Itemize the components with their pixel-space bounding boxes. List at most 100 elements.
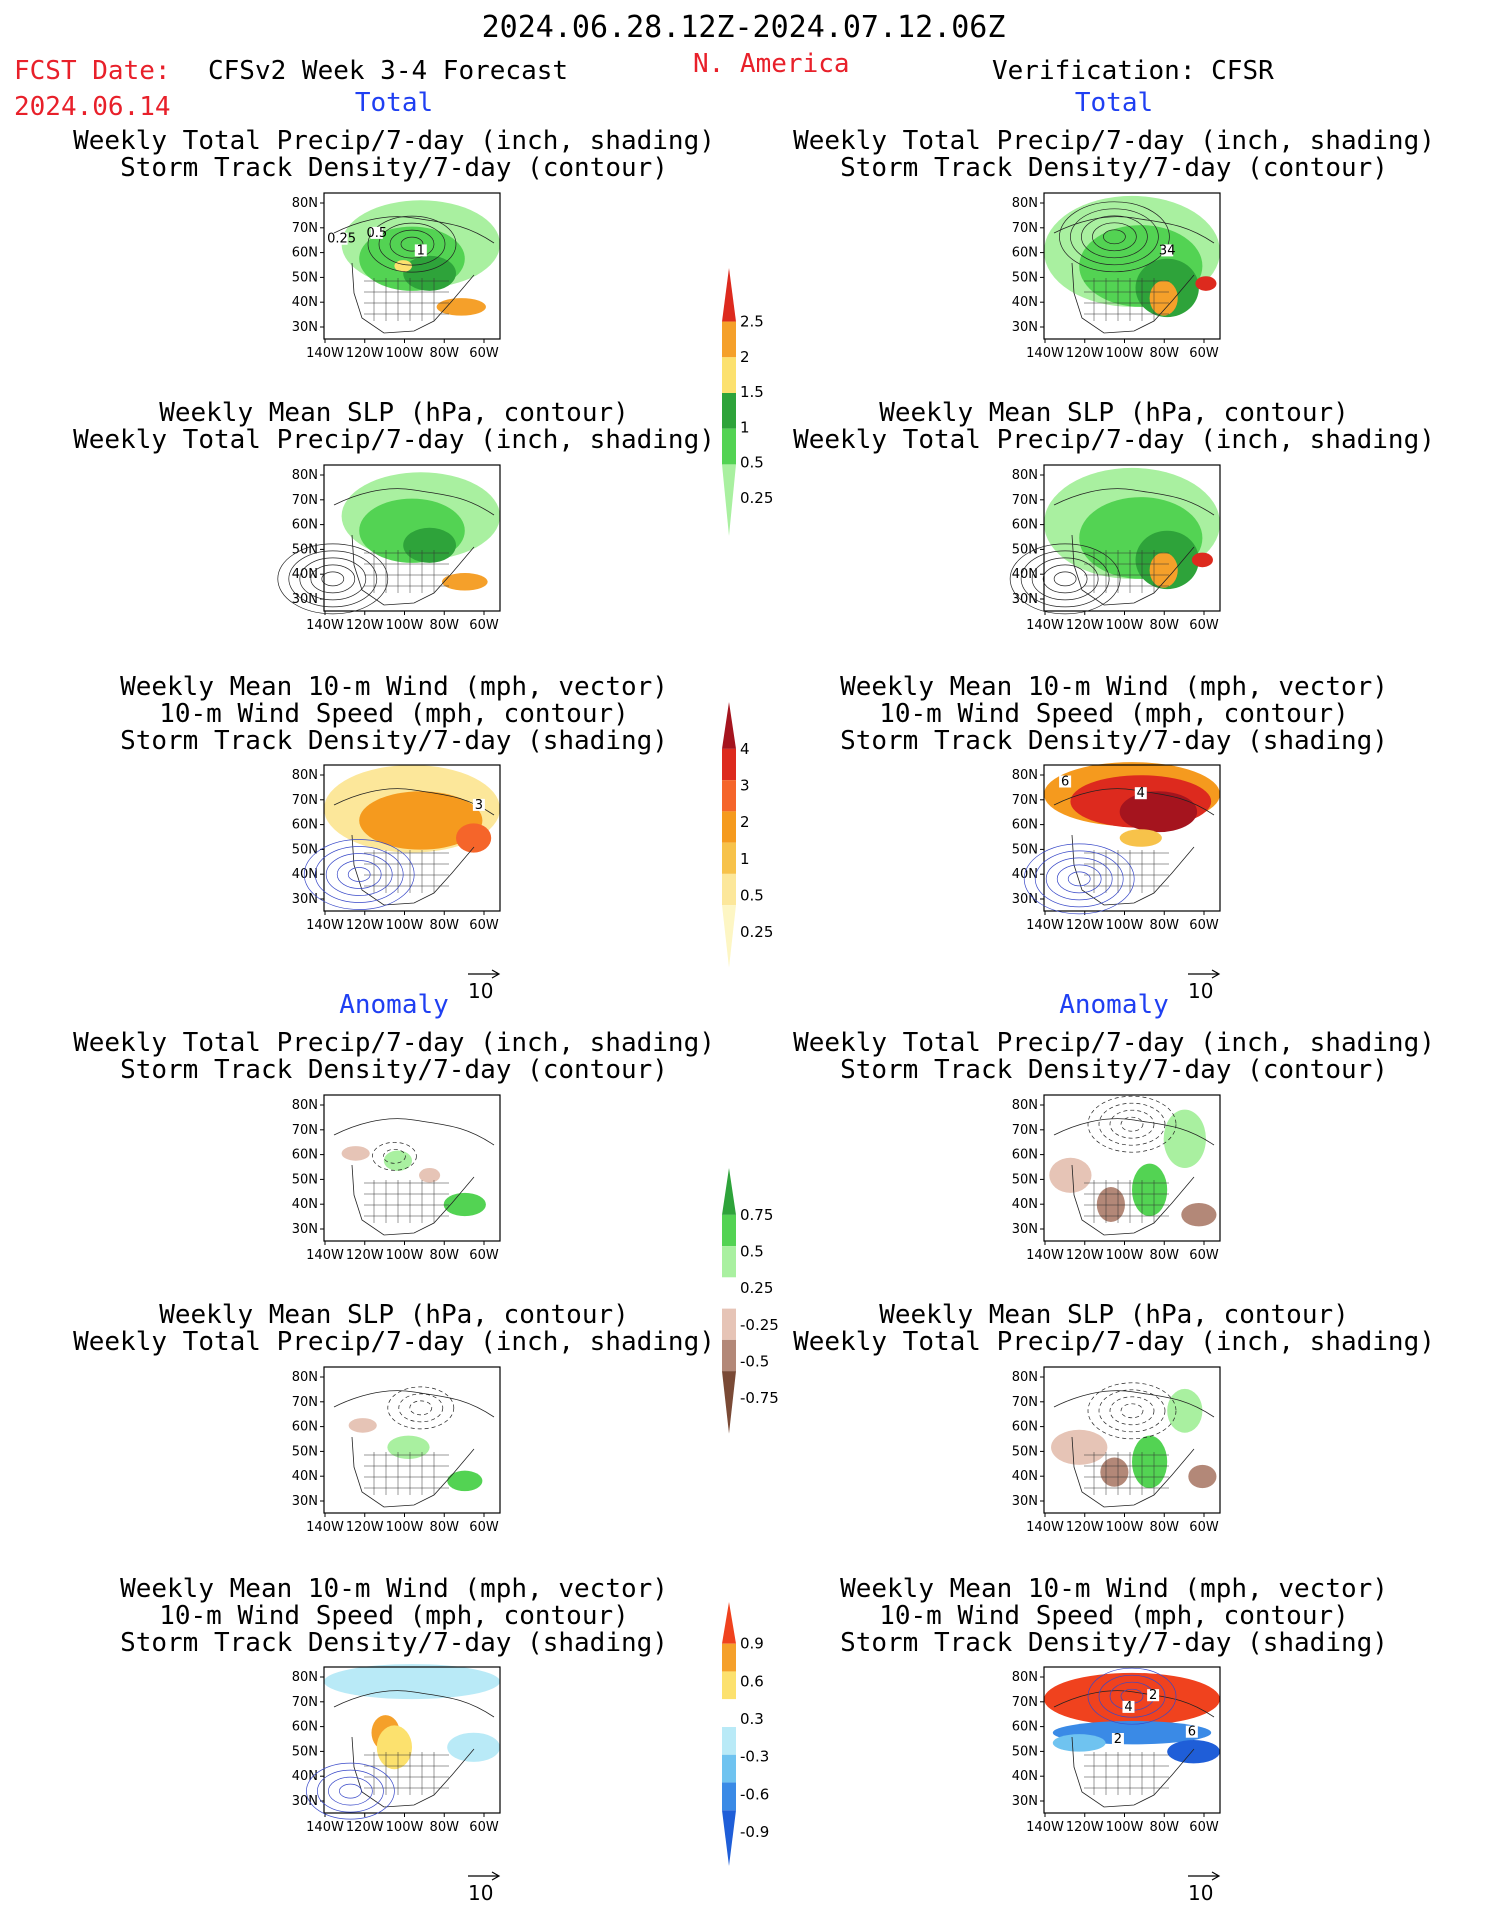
lat-tick-label: 40N <box>292 1197 318 1212</box>
colorbar-swatch <box>722 321 736 358</box>
lat-tick-label: 60N <box>292 1420 318 1435</box>
contour-label: 0.5 <box>366 226 387 241</box>
map-verif-total-slp: 80N 70N 60N 50N 40N 30N 140W 120W 100W 80W 60W <box>1009 464 1221 633</box>
contour-label: 4 <box>1137 786 1145 801</box>
colorbar-label: 0.5 <box>740 454 764 472</box>
lon-tick-label: 80W <box>1150 1520 1180 1535</box>
lat-tick-label: 30N <box>292 1794 318 1809</box>
colorbar-label: -0.5 <box>740 1352 769 1370</box>
colorbar-label: -0.6 <box>740 1785 769 1803</box>
lat-tick-label: 70N <box>1012 493 1038 508</box>
title-verif-total-precip: Weekly Total Precip/7-day (inch, shading… <box>793 126 1435 183</box>
lat-tick-label: 30N <box>1012 1494 1038 1509</box>
lon-tick-label: 100W <box>1106 346 1144 361</box>
vector-reference-label: 10 <box>1188 979 1213 1003</box>
vector-reference-fcst-total: 10 <box>468 969 501 1003</box>
title-fcst-total-slp: Weekly Mean SLP (hPa, contour) Weekly Tot… <box>73 398 715 455</box>
colorbar-swatch <box>722 357 736 393</box>
lon-tick-label: 80W <box>430 918 460 933</box>
colorbar-swatch <box>722 1339 736 1372</box>
lon-tick-label: 140W <box>1026 918 1064 933</box>
lon-tick-label: 100W <box>1106 1248 1144 1263</box>
lon-tick-label: 60W <box>469 918 499 933</box>
lat-tick-label: 60N <box>1012 1420 1038 1435</box>
lat-tick-label: 70N <box>1012 1395 1038 1410</box>
lon-tick-label: 60W <box>469 618 499 633</box>
lon-tick-label: 120W <box>1066 918 1104 933</box>
lon-tick-label: 80W <box>430 1820 460 1835</box>
contour-label: 2 <box>1149 1688 1157 1703</box>
lat-tick-label: 60N <box>1012 246 1038 261</box>
vector-reference-label: 10 <box>468 1881 493 1905</box>
colorbar-label: 0.6 <box>740 1672 764 1690</box>
colorbar-swatch <box>722 393 736 429</box>
map-verif-anom-slp: 80N 70N 60N 50N 40N 30N 140W 120W 100W 80W 60W <box>1012 1366 1221 1535</box>
colorbar-swatch <box>722 1214 736 1247</box>
lat-tick-label: 80N <box>292 196 318 211</box>
colorbar-label: -0.75 <box>740 1389 779 1407</box>
lat-tick-label: 30N <box>292 320 318 335</box>
colorbar-label: 1 <box>740 418 750 436</box>
title-verif-total-slp: Weekly Mean SLP (hPa, contour) Weekly Tot… <box>793 398 1435 455</box>
model-title: CFSv2 Week 3-4 Forecast <box>208 56 569 86</box>
lon-tick-label: 80W <box>1150 1820 1180 1835</box>
lat-tick-label: 80N <box>1012 1370 1038 1385</box>
title-verif-anom-wind: Weekly Mean 10-m Wind (mph, vector) 10-m … <box>840 1574 1388 1658</box>
lon-tick-label: 140W <box>1026 1248 1064 1263</box>
lon-tick-label: 60W <box>1189 1248 1219 1263</box>
colorbar-storm-density-anomaly: 0.9 0.6 0.3 -0.3 -0.6 -0.9 <box>722 1602 769 1866</box>
lon-tick-label: 120W <box>1066 346 1104 361</box>
colorbar-swatch <box>722 428 736 465</box>
lat-tick-label: 60N <box>1012 818 1038 833</box>
lat-tick-label: 30N <box>1012 320 1038 335</box>
lon-tick-label: 100W <box>386 1248 424 1263</box>
vector-reference-label: 10 <box>1188 1881 1213 1905</box>
colorbar-label: 3 <box>740 777 750 795</box>
colorbar-label: 4 <box>740 740 750 758</box>
vector-reference-verif-total: 10 <box>1188 969 1221 1003</box>
lat-tick-label: 70N <box>1012 221 1038 236</box>
title-fcst-total-wind: Weekly Mean 10-m Wind (mph, vector) 10-m … <box>120 672 668 756</box>
title-fcst-anom-precip: Weekly Total Precip/7-day (inch, shading… <box>73 1028 715 1085</box>
map-fcst-total-wind: 80N 70N 60N 50N 40N 30N 140W 120W 100W 80W 60W 3 <box>292 764 501 933</box>
colorbar-swatch <box>722 811 736 843</box>
lat-tick-label: 50N <box>292 1172 318 1187</box>
lat-tick-label: 60N <box>292 1148 318 1163</box>
lat-tick-label: 50N <box>1012 842 1038 857</box>
lon-tick-label: 120W <box>346 918 384 933</box>
lat-tick-label: 70N <box>292 493 318 508</box>
vector-reference-label: 10 <box>468 979 493 1003</box>
lat-tick-label: 60N <box>1012 1148 1038 1163</box>
colorbar-swatch <box>722 1699 736 1727</box>
lon-tick-label: 80W <box>430 1248 460 1263</box>
lat-tick-label: 40N <box>292 867 318 882</box>
contour-label: 0.25 <box>327 232 356 247</box>
colorbar-label: -0.9 <box>740 1823 769 1841</box>
colorbar-swatch <box>722 748 736 781</box>
lat-tick-label: 30N <box>1012 1794 1038 1809</box>
colorbar-swatch <box>722 1371 736 1434</box>
lat-tick-label: 50N <box>1012 1744 1038 1759</box>
lat-tick-label: 50N <box>292 1444 318 1459</box>
lon-tick-label: 60W <box>1189 918 1219 933</box>
lat-tick-label: 80N <box>1012 468 1038 483</box>
lon-tick-label: 100W <box>1106 918 1144 933</box>
title-verif-total-wind: Weekly Mean 10-m Wind (mph, vector) 10-m … <box>840 672 1388 756</box>
lon-tick-label: 100W <box>386 1820 424 1835</box>
lat-tick-label: 70N <box>1012 1695 1038 1710</box>
lon-tick-label: 60W <box>469 1520 499 1535</box>
lat-tick-label: 80N <box>292 468 318 483</box>
colorbar-swatch <box>722 1671 736 1700</box>
lon-tick-label: 120W <box>1066 1820 1104 1835</box>
lat-tick-label: 50N <box>1012 542 1038 557</box>
lat-tick-label: 60N <box>292 246 318 261</box>
colorbar-label: 2 <box>740 813 750 831</box>
lat-tick-label: 60N <box>292 818 318 833</box>
verification-title: Verification: CFSR <box>992 56 1274 86</box>
vector-reference-fcst-anom: 10 <box>468 1871 501 1905</box>
lat-tick-label: 70N <box>292 1395 318 1410</box>
colorbar-label: 0.3 <box>740 1710 764 1728</box>
lat-tick-label: 40N <box>1012 1769 1038 1784</box>
lon-tick-label: 60W <box>1189 1820 1219 1835</box>
